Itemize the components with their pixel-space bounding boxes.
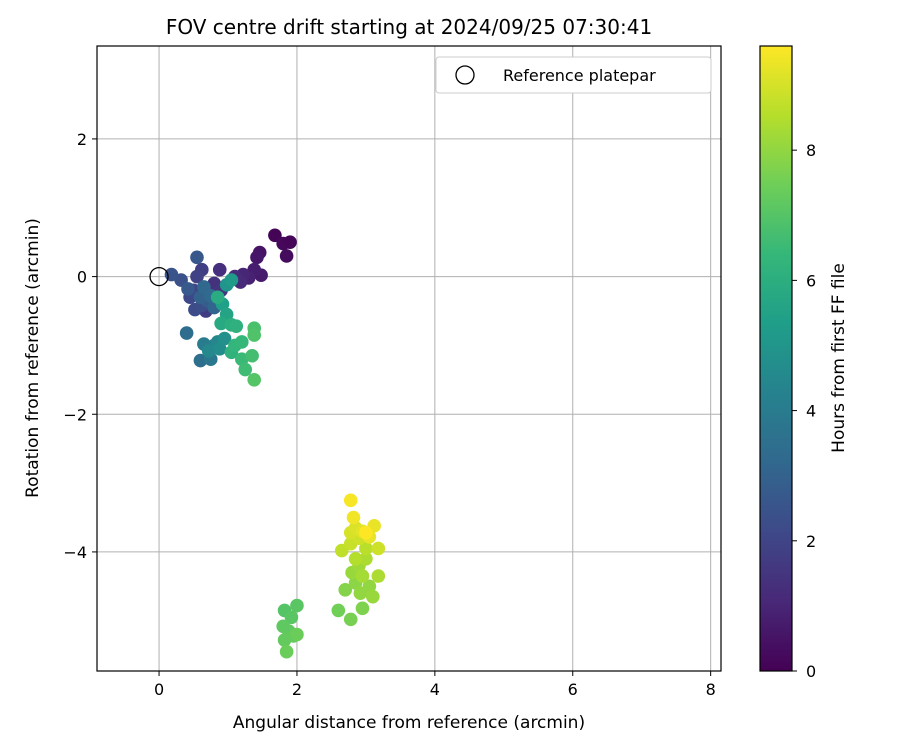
x-tick-label: 6: [568, 680, 578, 699]
scatter-point: [348, 552, 363, 566]
x-tick-label: 2: [292, 680, 302, 699]
legend-entry-label: Reference platepar: [503, 66, 656, 85]
y-tick-label: 0: [77, 268, 87, 287]
scatter-point: [343, 493, 358, 508]
colorbar-tick-label: 4: [806, 402, 816, 421]
colorbar-tick-label: 6: [806, 271, 816, 290]
scatter-point: [268, 228, 282, 243]
scatter-point: [212, 342, 227, 356]
scatter-point: [331, 603, 346, 618]
scatter-point: [290, 598, 304, 613]
colorbar: 0 2 4 6 8 Hours from first FF file: [759, 45, 849, 681]
plot-area: 0 2 4 6 8 −4 −2 0 2: [63, 45, 722, 699]
scatter-point: [290, 627, 304, 642]
grid-lines: [97, 46, 721, 671]
scatter-point: [247, 328, 262, 342]
y-axis-ticks: −4 −2 0 2: [63, 130, 97, 562]
scatter-point: [201, 344, 216, 358]
scatter-point: [212, 262, 227, 277]
scatter-point: [179, 326, 194, 340]
scatter-point: [279, 644, 294, 659]
scatter-point: [284, 610, 299, 625]
scatter-point: [359, 552, 373, 566]
scatter-point: [238, 362, 253, 377]
scatter-point: [234, 352, 249, 366]
reference-marker: [149, 266, 169, 287]
colorbar-frame: [759, 45, 793, 672]
chart-title: FOV centre drift starting at 2024/09/25 …: [166, 15, 652, 39]
y-tick-label: −2: [63, 405, 87, 424]
scatter-point: [247, 373, 262, 387]
colorbar-gradient: [760, 46, 792, 671]
scatter-points: [164, 228, 386, 659]
scatter-point: [355, 569, 370, 583]
plot-frame: [96, 45, 722, 672]
scatter-point: [229, 319, 244, 333]
scatter-point: [359, 525, 373, 540]
legend: Reference platepar: [435, 56, 712, 94]
y-tick-label: 2: [77, 130, 87, 149]
scatter-point: [355, 601, 370, 616]
scatter-point: [190, 250, 204, 265]
scatter-point: [338, 582, 353, 597]
scatter-point: [224, 273, 239, 287]
x-tick-label: 4: [430, 680, 440, 699]
scatter-point: [193, 290, 208, 305]
scatter-point: [193, 353, 208, 368]
legend-open-circle-icon: [455, 65, 475, 85]
x-tick-label: 0: [154, 680, 164, 699]
scatter-point: [283, 235, 297, 249]
scatter-point: [234, 335, 249, 349]
scatter-point: [277, 633, 292, 647]
y-axis-label: Rotation from reference (arcmin): [23, 218, 43, 498]
scatter-point: [362, 579, 377, 594]
colorbar-tick-label: 0: [806, 662, 816, 681]
scatter-point: [217, 331, 232, 346]
scatter-point: [181, 282, 195, 296]
scatter-point: [346, 510, 361, 525]
scatter-point: [164, 267, 179, 282]
legend-box: [435, 56, 712, 94]
scatter-point: [190, 269, 204, 284]
scatter-point: [359, 541, 373, 556]
scatter-point: [210, 290, 225, 305]
x-axis-label: Angular distance from reference (arcmin): [233, 713, 585, 733]
x-tick-label: 8: [706, 680, 716, 699]
scatter-point: [245, 348, 259, 363]
scatter-point: [371, 541, 386, 556]
scatter-point: [214, 316, 228, 331]
y-tick-label: −4: [63, 543, 87, 562]
reference-platepar-marker: [149, 266, 169, 287]
scatter-point: [343, 612, 358, 627]
colorbar-tick-label: 2: [806, 532, 816, 551]
colorbar-tick-label: 8: [806, 141, 816, 160]
scatter-point: [250, 250, 264, 265]
plot-background: [97, 46, 721, 671]
x-axis-ticks: 0 2 4 6 8: [154, 671, 716, 699]
colorbar-label: Hours from first FF file: [829, 263, 849, 453]
scatter-point: [366, 589, 380, 604]
scatter-point: [371, 569, 386, 583]
colorbar-ticks: 0 2 4 6 8: [792, 141, 816, 681]
scatter-point: [279, 249, 294, 263]
